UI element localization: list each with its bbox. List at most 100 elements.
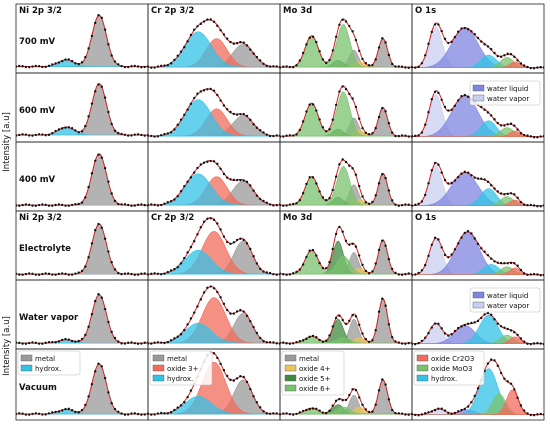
panel-r3-c2: Mo 3d: [279, 210, 413, 281]
data-point: [493, 318, 496, 321]
data-point: [249, 184, 252, 187]
data-point: [288, 412, 292, 416]
data-point: [127, 413, 130, 416]
data-point: [196, 305, 199, 308]
data-point: [298, 411, 301, 414]
data-point: [526, 273, 529, 277]
data-point: [222, 172, 226, 176]
data-point: [483, 313, 486, 316]
data-point: [358, 254, 361, 257]
data-point: [130, 412, 133, 415]
data-point: [41, 133, 44, 136]
data-point: [496, 364, 499, 367]
data-point: [64, 204, 67, 207]
data-point: [509, 192, 513, 195]
data-point: [97, 362, 100, 365]
data-point: [74, 410, 77, 414]
data-point: [212, 287, 216, 290]
data-point: [308, 249, 311, 252]
data-point: [364, 408, 367, 411]
data-point: [424, 411, 427, 415]
data-point: [245, 380, 249, 384]
data-point: [338, 23, 341, 27]
data-point: [473, 321, 476, 324]
data-point: [334, 103, 338, 107]
data-point: [420, 413, 424, 416]
data-point: [496, 261, 499, 264]
data-point: [463, 93, 466, 97]
data-point: [143, 134, 146, 137]
data-point: [193, 96, 196, 100]
data-point: [433, 90, 437, 93]
data-point: [457, 30, 460, 33]
data-point: [397, 273, 400, 276]
data-point: [338, 90, 341, 93]
data-point: [133, 273, 136, 276]
data-point: [480, 247, 483, 250]
data-point: [216, 290, 219, 294]
data-point: [463, 231, 466, 235]
data-point: [156, 272, 160, 275]
data-point: [120, 203, 123, 206]
data-point: [358, 184, 361, 188]
data-point: [473, 176, 476, 179]
data-point: [80, 201, 84, 204]
legend-entry: hydrox.: [35, 365, 61, 373]
data-point: [315, 182, 318, 185]
data-point: [470, 174, 473, 177]
data-point: [229, 378, 232, 382]
data-point: [265, 133, 268, 136]
data-point: [202, 89, 206, 92]
data-point: [354, 38, 358, 42]
data-point: [249, 387, 252, 391]
data-point: [470, 321, 473, 325]
data-point: [136, 412, 140, 416]
data-point: [37, 412, 41, 415]
ylabel-bottom: Intensity [a.u]: [2, 316, 12, 376]
data-point: [90, 383, 94, 386]
data-point: [536, 205, 539, 208]
data-point: [328, 409, 331, 412]
data-point: [117, 63, 120, 66]
data-point: [493, 260, 496, 263]
data-point: [305, 255, 308, 259]
data-point: [305, 110, 308, 113]
data-point: [268, 134, 272, 138]
condition-label: 700 mV: [19, 37, 56, 47]
data-point: [292, 202, 295, 206]
data-point: [433, 161, 437, 165]
legend-entry: oxide 5+: [299, 375, 331, 383]
data-point: [325, 198, 328, 202]
data-point: [245, 314, 249, 318]
data-point: [391, 62, 394, 66]
data-point: [97, 14, 100, 17]
data-point: [361, 195, 364, 198]
data-point: [308, 407, 311, 411]
data-point: [249, 247, 252, 251]
data-point: [433, 23, 437, 26]
data-point: [156, 135, 160, 138]
data-point: [160, 273, 163, 276]
data-point: [222, 235, 226, 238]
data-point: [325, 339, 328, 342]
data-point: [473, 394, 476, 398]
data-point: [209, 159, 212, 163]
data-point: [430, 243, 433, 247]
data-point: [130, 65, 133, 68]
panel-r5-c0: Vacuum metal hydrox.: [15, 348, 149, 421]
data-point: [275, 342, 278, 345]
data-point: [110, 192, 113, 195]
data-point: [196, 92, 199, 95]
data-point: [176, 335, 179, 338]
data-point: [143, 65, 146, 69]
data-point: [450, 108, 453, 112]
data-point: [301, 51, 305, 55]
data-point: [473, 33, 476, 36]
data-point: [328, 58, 331, 62]
data-point: [298, 268, 301, 271]
data-point: [100, 156, 104, 159]
data-point: [305, 337, 308, 341]
data-point: [61, 59, 64, 63]
data-point: [57, 410, 61, 413]
data-point: [94, 370, 97, 373]
